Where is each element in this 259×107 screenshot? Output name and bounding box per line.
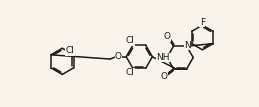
Text: N: N [184, 41, 191, 50]
Text: O: O [163, 32, 170, 41]
Text: Cl: Cl [125, 68, 134, 77]
Text: Cl: Cl [65, 46, 74, 55]
Text: O: O [115, 52, 122, 61]
Text: NH: NH [156, 53, 170, 62]
Text: F: F [200, 18, 205, 27]
Text: O: O [161, 72, 168, 81]
Text: Cl: Cl [125, 36, 134, 45]
